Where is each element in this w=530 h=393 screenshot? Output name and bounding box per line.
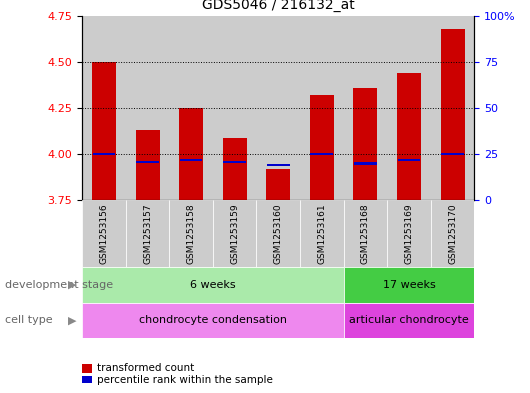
Text: 17 weeks: 17 weeks [383,280,435,290]
Text: GSM1253169: GSM1253169 [404,204,413,264]
Bar [300,200,343,267]
Text: articular chondrocyte: articular chondrocyte [349,315,469,325]
Bar [354,88,377,200]
Bar [92,62,116,200]
Bar [343,200,387,267]
Bar [441,153,464,155]
Bar [387,200,431,267]
Bar [257,200,300,267]
Bar [82,200,126,267]
Bar [354,162,377,165]
Bar [169,16,213,200]
Bar [136,160,159,163]
Text: GSM1253159: GSM1253159 [230,204,239,264]
Bar [257,16,300,200]
Text: ▶: ▶ [68,280,77,290]
Bar [136,130,160,200]
Bar [311,153,333,155]
Bar [343,267,474,303]
Bar [343,303,474,338]
Bar [213,200,257,267]
Bar [223,138,246,200]
Bar [387,16,431,200]
Text: ▶: ▶ [68,315,77,325]
Bar [310,95,334,200]
Text: GSM1253156: GSM1253156 [100,204,109,264]
Bar [266,169,290,200]
Text: GSM1253168: GSM1253168 [361,204,370,264]
Bar [300,16,343,200]
Text: 6 weeks: 6 weeks [190,280,236,290]
Bar [397,73,421,200]
Bar [82,16,126,200]
Bar [267,164,289,167]
Bar [440,29,465,200]
Title: GDS5046 / 216132_at: GDS5046 / 216132_at [202,0,355,12]
Bar [213,16,257,200]
Bar [179,108,203,200]
Text: transformed count: transformed count [97,364,194,373]
Bar [398,159,420,161]
Bar [126,16,169,200]
Bar [223,160,246,163]
Bar [180,159,202,161]
Bar [82,303,343,338]
Text: cell type: cell type [5,315,53,325]
Text: chondrocyte condensation: chondrocyte condensation [139,315,287,325]
Bar [169,200,213,267]
Text: development stage: development stage [5,280,113,290]
Bar [126,200,169,267]
Text: GSM1253157: GSM1253157 [143,204,152,264]
Bar [343,16,387,200]
Bar [431,16,474,200]
Bar [82,267,343,303]
Text: GSM1253158: GSM1253158 [187,204,196,264]
Text: GSM1253170: GSM1253170 [448,204,457,264]
Bar [431,200,474,267]
Text: GSM1253160: GSM1253160 [274,204,282,264]
Bar [93,153,116,155]
Text: percentile rank within the sample: percentile rank within the sample [97,375,273,385]
Text: GSM1253161: GSM1253161 [317,204,326,264]
